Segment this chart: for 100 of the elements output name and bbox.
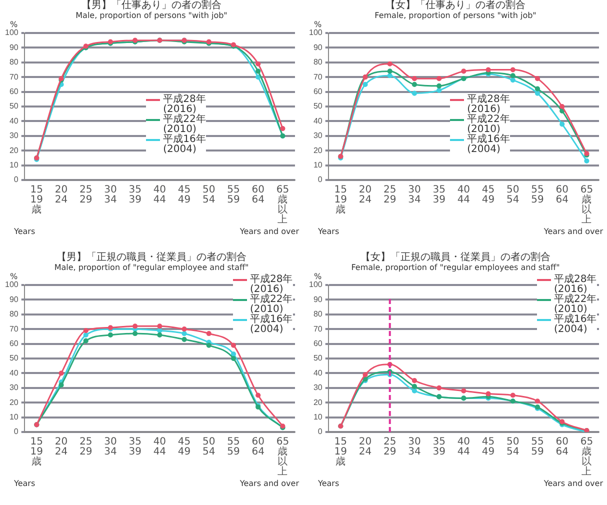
y-tick-label: 40 — [313, 116, 323, 126]
y-tick-label: 50 — [313, 354, 323, 363]
x-tick-label: 20 24 — [358, 436, 372, 458]
y-tick-label: 20 — [313, 146, 323, 155]
legend-label: 平成16年 (2004) — [250, 314, 293, 335]
y-tick-label: 10 — [313, 412, 323, 422]
y-tick-label: 30 — [313, 131, 323, 140]
x-tick-label: 20 24 — [54, 184, 68, 206]
y-tick-label: 20 — [9, 398, 19, 407]
x-tick-label: 45 49 — [178, 184, 191, 206]
x-tick-label: 65 歳以上 — [580, 184, 594, 226]
x-tick-label: 50 54 — [506, 436, 520, 458]
y-tick-label: 90 — [9, 294, 19, 304]
chart-title: 【男】「正規の職員・従業員」の者の割合 — [56, 252, 248, 263]
y-tick-label: 80 — [9, 310, 19, 319]
x-tick-label: 30 34 — [408, 436, 421, 458]
legend-label: 平成16年 (2004) — [163, 134, 206, 155]
legend-label: 平成28年 (2016) — [467, 94, 510, 115]
x-tick-label: 40 44 — [153, 184, 166, 206]
chart-subtitle: Male, proportion of "regular employee and staff" — [53, 263, 250, 273]
x-tick-label: 55 59 — [531, 436, 544, 458]
y-tick-label: 60 — [313, 87, 323, 96]
legend-label: 平成22年 (2010) — [467, 114, 510, 135]
x-tick-label: 25 29 — [79, 436, 92, 458]
x-axis-title: Years — [318, 227, 340, 238]
text: Years and over — [240, 227, 299, 238]
y-tick-label: 90 — [313, 42, 323, 52]
x-tick-label: 35 39 — [432, 436, 446, 458]
y-tick-label: 90 — [313, 294, 323, 304]
chart-subtitle: Male, proportion of persons "with job" — [74, 11, 228, 21]
x-axis-title: Years — [14, 227, 36, 238]
y-tick-label: 40 — [9, 116, 19, 126]
text: Years and over — [544, 479, 603, 490]
y-tick-label: 50 — [9, 354, 19, 363]
x-tick-label: 15 19 歳 — [334, 184, 348, 216]
legend-label: 平成22年 (2010) — [163, 114, 206, 135]
x-tick-label: 55 59 — [227, 184, 240, 206]
x-tick-label: 25 29 — [383, 184, 396, 206]
y-tick-label: 0 — [318, 427, 323, 436]
y-tick-label: 80 — [313, 58, 323, 67]
y-tick-label: 20 — [9, 146, 19, 155]
x-axis-title: Years — [318, 479, 340, 490]
y-tick-label: 10 — [313, 160, 323, 170]
y-tick-label: 60 — [9, 87, 19, 96]
x-tick-label: 60 64 — [556, 436, 568, 458]
y-tick-label: 30 — [9, 383, 19, 392]
y-axis-title: % — [10, 20, 18, 29]
y-tick-label: 100 — [308, 28, 323, 38]
y-tick-label: 30 — [9, 131, 19, 140]
y-tick-label: 10 — [9, 160, 19, 170]
x-tick-label: 15 19 歳 — [30, 184, 44, 216]
y-tick-label: 0 — [14, 175, 19, 184]
x-tick-label: 35 39 — [432, 184, 446, 206]
x-tick-label: 25 29 — [79, 184, 92, 206]
chart-subtitle: Female, proportion of persons "with job" — [374, 11, 538, 21]
legend-label: 平成16年 (2004) — [467, 134, 510, 155]
x-tick-label: 50 54 — [202, 436, 216, 458]
legend-label: 平成28年 (2016) — [554, 274, 597, 295]
legend-label: 平成28年 (2016) — [163, 94, 206, 115]
y-axis-title: % — [314, 272, 322, 281]
x-tick-label: 30 34 — [104, 436, 117, 458]
x-tick-label: 60 64 — [556, 184, 568, 206]
y-tick-label: 20 — [313, 398, 323, 407]
x-tick-label: 20 24 — [54, 436, 68, 458]
y-tick-label: 80 — [313, 310, 323, 319]
x-tick-label: 60 64 — [252, 436, 264, 458]
x-tick-label: 65 歳以上 — [276, 184, 290, 226]
y-axis-title: % — [314, 20, 322, 29]
y-axis-title: % — [10, 272, 18, 281]
y-tick-label: 100 — [4, 28, 19, 38]
y-tick-label: 40 — [313, 368, 323, 378]
y-tick-label: 50 — [313, 102, 323, 111]
x-tick-label: 35 39 — [128, 184, 142, 206]
x-tick-label: 30 34 — [408, 184, 421, 206]
y-tick-label: 100 — [308, 280, 323, 290]
y-tick-label: 60 — [313, 339, 323, 348]
x-tick-label: 55 59 — [531, 184, 544, 206]
text: Years and over — [240, 479, 299, 490]
chart-title: 【女】「仕事あり」の者の割合 — [384, 0, 526, 11]
x-tick-label: 40 44 — [457, 184, 470, 206]
y-tick-label: 0 — [14, 427, 19, 436]
x-axis-title: Years — [14, 479, 36, 490]
chart-title: 【女】「正規の職員・従業員」の者の割合 — [360, 252, 552, 263]
y-tick-label: 40 — [9, 368, 19, 378]
y-tick-label: 50 — [9, 102, 19, 111]
x-tick-label: 60 64 — [252, 184, 264, 206]
y-tick-label: 70 — [9, 324, 19, 334]
legend-label: 平成22年 (2010) — [250, 294, 293, 315]
y-tick-label: 30 — [313, 383, 323, 392]
y-tick-label: 70 — [9, 72, 19, 82]
x-tick-label: 15 19 歳 — [30, 436, 44, 468]
y-tick-label: 0 — [318, 175, 323, 184]
legend-label: 平成22年 (2010) — [554, 294, 597, 315]
x-tick-label: 45 49 — [178, 436, 191, 458]
chart-subtitle: Female, proportion of "regular employees and staff" — [350, 263, 561, 273]
x-tick-label: 15 19 歳 — [334, 436, 348, 468]
x-tick-label: 45 49 — [482, 436, 495, 458]
legend-label: 平成16年 (2004) — [554, 314, 597, 335]
x-tick-label: 55 59 — [227, 436, 240, 458]
x-tick-label: 40 44 — [153, 436, 166, 458]
